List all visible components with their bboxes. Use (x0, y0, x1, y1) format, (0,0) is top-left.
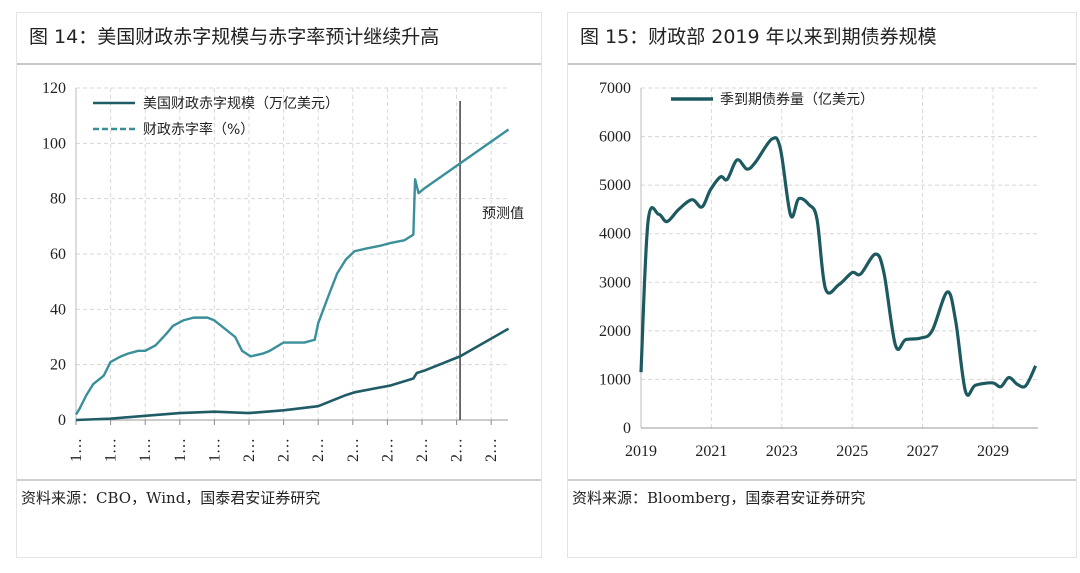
y-tick-label: 40 (50, 301, 66, 318)
y-tick-label: 100 (42, 135, 66, 152)
x-tick-label: 2027 (907, 443, 939, 460)
x-tick-label: 2021 (695, 443, 727, 460)
figure-14-title: 图 14：美国财政赤字规模与赤字率预计继续升高 (17, 13, 541, 65)
y-tick-label: 6000 (599, 129, 631, 146)
x-tick-label: 2… (241, 438, 258, 462)
legend-label: 美国财政赤字规模（万亿美元） (143, 96, 339, 112)
figure-15-title: 图 15：财政部 2019 年以来到期债券规模 (568, 13, 1076, 65)
y-tick-label: 120 (42, 80, 66, 97)
forecast-label: 预测值 (482, 206, 524, 222)
y-tick-label: 60 (50, 246, 66, 263)
x-tick-label: 2… (310, 438, 327, 462)
figure-15-source: 资料来源：Bloomberg，国泰君安证券研究 (568, 479, 1076, 508)
deficit-chart: 0 20 40 60 80 100 120 1… 1… 1… 1… 1… 2… 2… 2… 2… 2… 2… 2… 2… (42, 80, 524, 462)
x-tick-label: 2… (276, 438, 293, 462)
figure-14-panel: 图 14：美国财政赤字规模与赤字率预计继续升高 0 20 40 60 80 100 120 1… (16, 12, 542, 558)
y-tick-label: 4000 (599, 226, 631, 243)
x-tick-label: 2… (345, 438, 362, 462)
x-tick-label: 1… (103, 438, 120, 462)
x-tick-label: 2… (414, 438, 431, 462)
x-tick-label: 1… (206, 438, 223, 462)
figure-15-panel: 图 15：财政部 2019 年以来到期债券规模 0 1000 2000 3000 400… (567, 12, 1077, 558)
x-tick-label: 2019 (625, 443, 657, 460)
x-tick-label: 1… (172, 438, 189, 462)
legend-label: 季到期债券量（亿美元） (720, 92, 874, 108)
series-line-maturity (639, 136, 1038, 397)
x-tick-label: 2023 (766, 443, 798, 460)
series-line-deficit-rate (74, 128, 510, 416)
x-tick-label: 2… (483, 438, 500, 462)
figure-14-source: 资料来源：CBO，Wind，国泰君安证券研究 (17, 479, 541, 508)
series-line-deficit (75, 327, 510, 422)
y-tick-label: 20 (50, 357, 66, 374)
y-tick-label: 5000 (599, 177, 631, 194)
y-tick-label: 7000 (599, 80, 631, 97)
x-tick-label: 2025 (836, 443, 868, 460)
x-tick-label: 1… (68, 438, 85, 462)
x-tick-label: 2… (379, 438, 396, 462)
x-tick-label: 2029 (977, 443, 1009, 460)
y-tick-label: 1000 (599, 371, 631, 388)
legend-label: 财政赤字率（%） (143, 121, 254, 138)
y-tick-label: 3000 (599, 274, 631, 291)
y-tick-label: 80 (50, 191, 66, 208)
y-tick-label: 0 (58, 412, 66, 429)
x-tick-label: 2… (449, 438, 466, 462)
x-tick-label: 1… (137, 438, 154, 462)
y-tick-label: 0 (623, 420, 631, 437)
maturity-chart: 0 1000 2000 3000 4000 5000 6000 7000 2019 2021 202… (599, 80, 1038, 460)
y-tick-label: 2000 (599, 323, 631, 340)
